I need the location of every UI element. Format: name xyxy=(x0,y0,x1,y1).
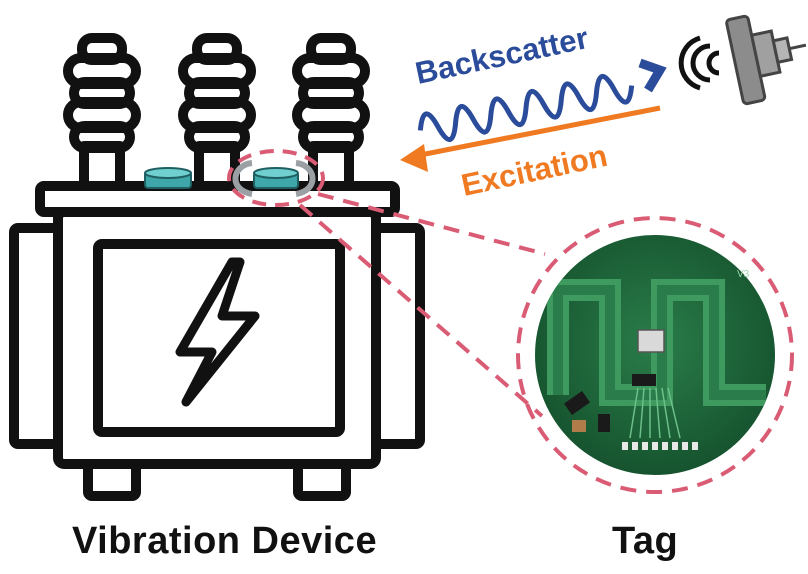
zoom-line-upper xyxy=(317,192,546,256)
sensor-node-left xyxy=(144,167,192,189)
insulator-middle xyxy=(178,33,256,191)
excitation-arrow-line xyxy=(409,105,661,160)
chip-sensor xyxy=(598,414,610,432)
chip-secondary xyxy=(632,374,656,386)
lightning-icon xyxy=(175,257,260,407)
connector xyxy=(572,420,586,432)
front-panel xyxy=(93,239,345,437)
reader-antenna-icon xyxy=(678,14,807,106)
chip-mcu xyxy=(563,390,591,416)
excitation-arrowhead xyxy=(400,144,428,172)
insulator-left xyxy=(63,33,141,191)
header-pads xyxy=(622,442,698,450)
foot-left xyxy=(83,459,141,501)
backscatter-label: Backscatter xyxy=(412,20,591,91)
backscatter-arrowhead xyxy=(638,58,667,93)
fin-left xyxy=(9,223,63,449)
sensor-node-tag xyxy=(232,160,316,197)
foot-right xyxy=(293,459,351,501)
tag-pcb-image: V3 xyxy=(535,235,775,475)
excitation-label: Excitation xyxy=(458,138,610,203)
chip-main xyxy=(637,329,665,353)
fin-right xyxy=(371,223,425,449)
tag-caption: Tag xyxy=(612,520,679,562)
insulator-right xyxy=(292,33,370,191)
device-caption: Vibration Device xyxy=(72,520,378,562)
tag-zoom-circle xyxy=(516,216,794,494)
backscatter-wave xyxy=(417,73,635,143)
tag-location-highlight xyxy=(227,149,325,207)
transformer-icon xyxy=(9,33,425,501)
zoom-line-lower xyxy=(298,203,544,418)
tag-version-mark: V3 xyxy=(737,269,750,280)
pcb-traces xyxy=(629,387,681,439)
transformer-body xyxy=(53,207,381,469)
